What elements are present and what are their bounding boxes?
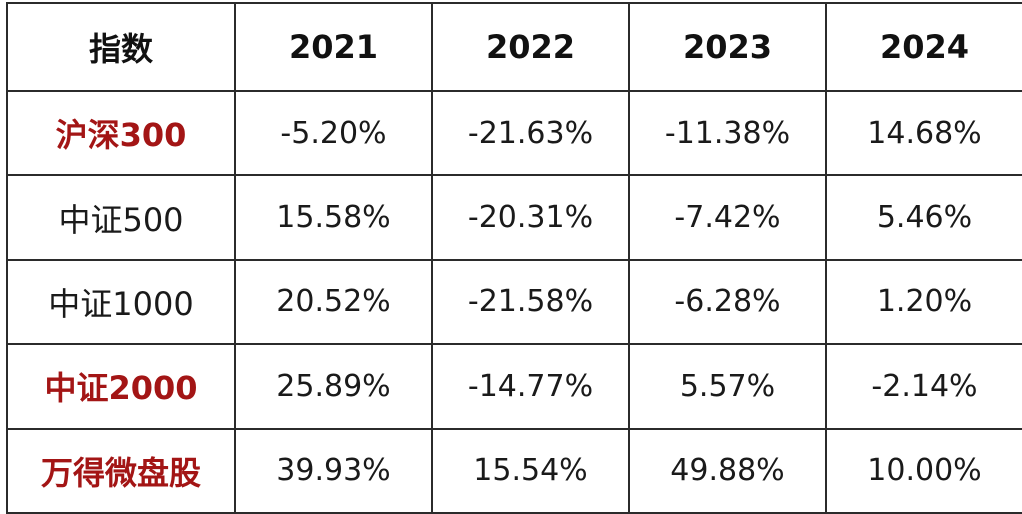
return-2023: 49.88%: [628, 427, 827, 514]
table-row: 中证1000 20.52% -21.58% -6.28% 1.20%: [6, 258, 1022, 346]
return-2022: -21.63%: [431, 89, 630, 177]
index-name: 中证1000: [6, 258, 236, 346]
index-name: 中证2000: [6, 343, 236, 430]
header-year-2023: 2023: [628, 2, 827, 92]
index-name: 沪深300: [6, 89, 236, 177]
return-2023: -6.28%: [628, 258, 827, 346]
return-2021: -5.20%: [234, 89, 433, 177]
return-2024: -2.14%: [825, 343, 1022, 430]
return-2021: 25.89%: [234, 343, 433, 430]
return-2022: -14.77%: [431, 343, 630, 430]
index-name: 万得微盘股: [6, 427, 236, 514]
return-2022: 15.54%: [431, 427, 630, 514]
table-row: 万得微盘股 39.93% 15.54% 49.88% 10.00%: [6, 427, 1022, 514]
header-year-2024: 2024: [825, 2, 1022, 92]
return-2023: -7.42%: [628, 174, 827, 261]
return-2024: 14.68%: [825, 89, 1022, 177]
table-header-row: 指数 2021 2022 2023 2024: [6, 2, 1022, 92]
table-row: 中证500 15.58% -20.31% -7.42% 5.46%: [6, 174, 1022, 261]
index-returns-table-container: 指数 2021 2022 2023 2024 沪深300 -5.20% -21.…: [6, 2, 1022, 514]
return-2021: 39.93%: [234, 427, 433, 514]
header-index: 指数: [6, 2, 236, 92]
return-2023: -11.38%: [628, 89, 827, 177]
return-2022: -21.58%: [431, 258, 630, 346]
return-2024: 1.20%: [825, 258, 1022, 346]
return-2024: 10.00%: [825, 427, 1022, 514]
return-2021: 20.52%: [234, 258, 433, 346]
header-year-2021: 2021: [234, 2, 433, 92]
index-returns-table: 指数 2021 2022 2023 2024 沪深300 -5.20% -21.…: [6, 2, 1022, 514]
return-2024: 5.46%: [825, 174, 1022, 261]
index-name: 中证500: [6, 174, 236, 261]
return-2023: 5.57%: [628, 343, 827, 430]
table-row: 沪深300 -5.20% -21.63% -11.38% 14.68%: [6, 89, 1022, 177]
table-row: 中证2000 25.89% -14.77% 5.57% -2.14%: [6, 343, 1022, 430]
return-2021: 15.58%: [234, 174, 433, 261]
return-2022: -20.31%: [431, 174, 630, 261]
header-year-2022: 2022: [431, 2, 630, 92]
